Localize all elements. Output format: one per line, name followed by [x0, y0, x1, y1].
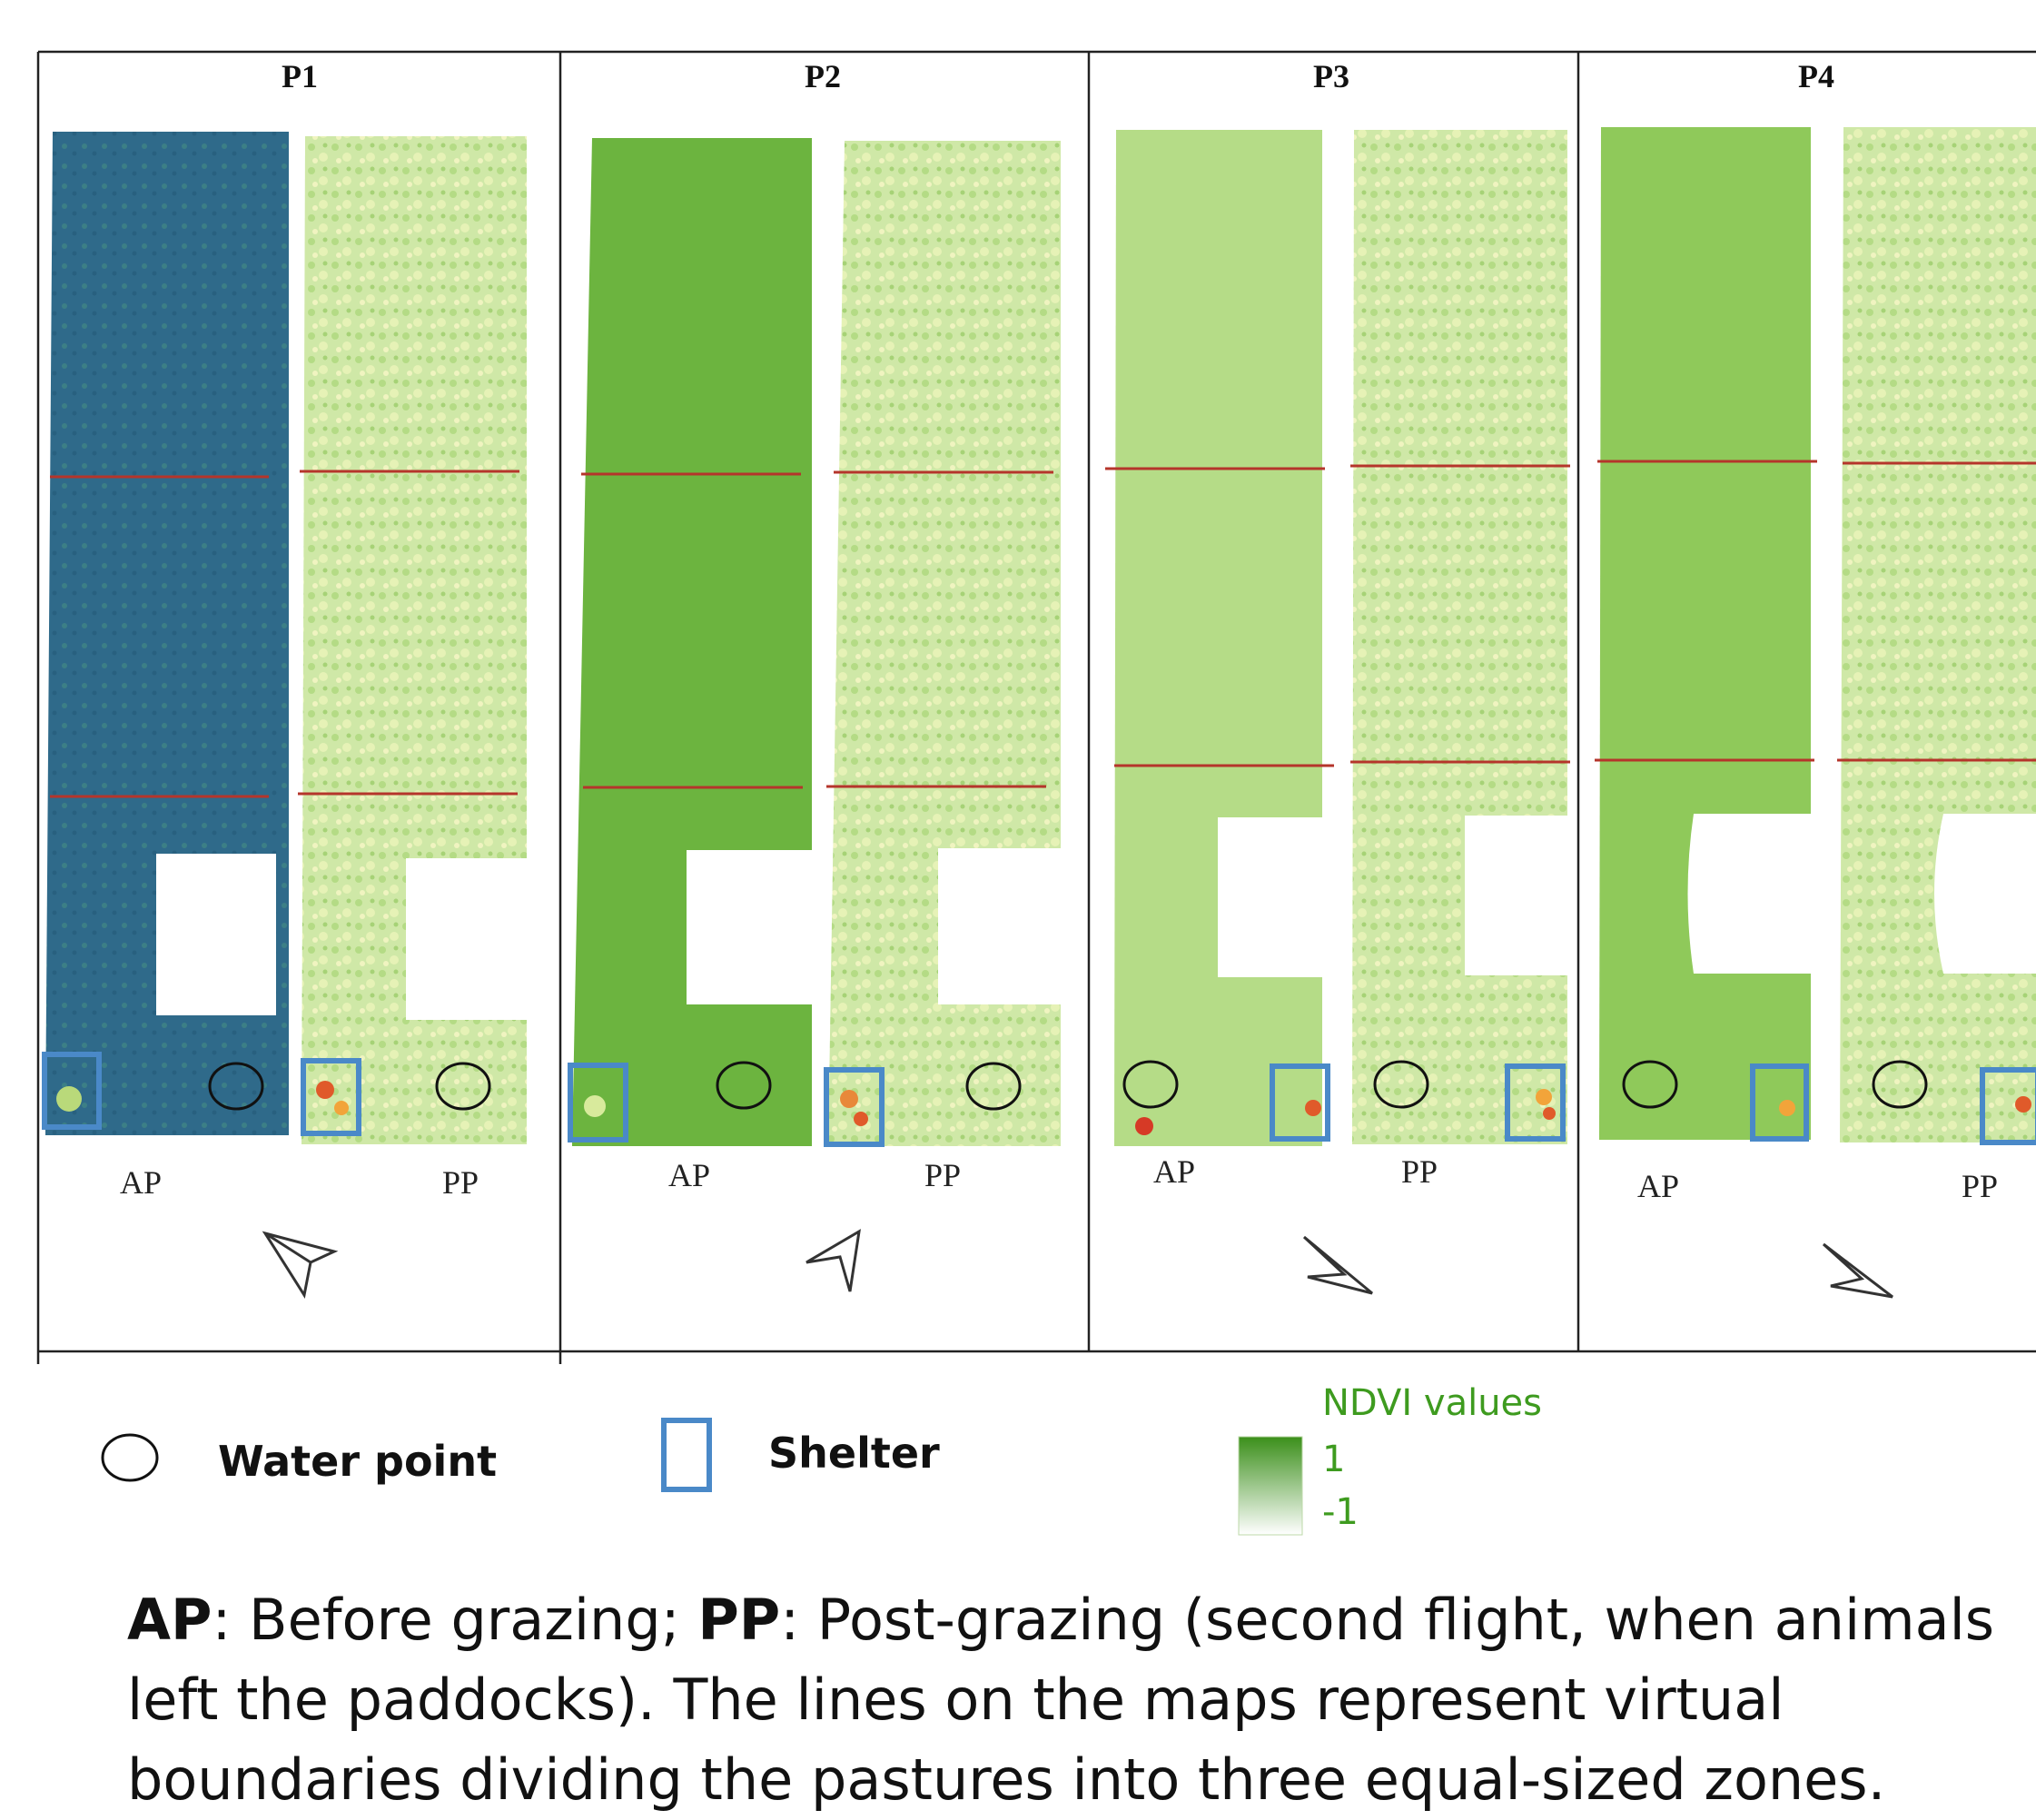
water-point-icon — [1622, 1060, 1678, 1109]
excluded-area — [1465, 816, 1572, 975]
map-label-pp: PP — [442, 1164, 479, 1201]
excluded-area — [1934, 814, 2036, 974]
caption-pp-text: : Post-grazing (second flight, when anim… — [127, 1587, 1995, 1813]
panel-frame — [36, 50, 2036, 1364]
excluded-area — [406, 858, 530, 1020]
water-point-legend-icon — [101, 1433, 159, 1482]
ndvi-map-p4-ap — [1599, 127, 1811, 1140]
excluded-area — [1687, 814, 1814, 974]
map-label-pp: PP — [924, 1157, 961, 1193]
shelter-icon — [824, 1067, 885, 1147]
excluded-area — [1218, 817, 1338, 977]
legend-water-point-label: Water point — [218, 1437, 497, 1486]
panel-title-p1: P1 — [282, 58, 318, 94]
water-point-icon — [208, 1062, 264, 1111]
shelter-icon — [1505, 1063, 1566, 1142]
shelter-icon — [42, 1052, 102, 1130]
map-label-ap: AP — [1153, 1153, 1195, 1190]
ndvi-map-p4-pp — [1840, 127, 2036, 1142]
panel-title-p3: P3 — [1313, 58, 1349, 94]
shelter-icon — [568, 1063, 628, 1142]
north-arrow-icon — [262, 1231, 339, 1299]
caption-pp-term: PP — [697, 1587, 781, 1653]
water-point-icon — [965, 1062, 1022, 1111]
north-arrow-icon — [1822, 1242, 1893, 1299]
water-point-icon — [716, 1061, 772, 1110]
water-point-icon — [1122, 1060, 1179, 1109]
caption-ap-term: AP — [127, 1587, 212, 1653]
excluded-area — [156, 854, 276, 1015]
map-label-pp: PP — [1962, 1168, 1998, 1204]
water-point-icon — [435, 1062, 491, 1111]
ndvi-gradient-bar — [1238, 1436, 1303, 1536]
ndvi-max-label: 1 — [1322, 1439, 1345, 1480]
ndvi-map-p3-ap — [1114, 130, 1322, 1146]
ndvi-legend-title: NDVI values — [1322, 1382, 1542, 1424]
excluded-area — [687, 850, 815, 1004]
shelter-icon — [301, 1058, 361, 1136]
map-label-pp: PP — [1401, 1153, 1438, 1190]
map-label-ap: AP — [120, 1164, 162, 1201]
figure-caption: AP: Before grazing; PP: Post-grazing (se… — [127, 1580, 2016, 1820]
ndvi-min-label: -1 — [1322, 1491, 1359, 1533]
excluded-area — [938, 848, 1064, 1004]
shelter-icon — [1750, 1063, 1809, 1142]
legend-shelter-label: Shelter — [768, 1429, 940, 1478]
map-label-ap: AP — [668, 1157, 710, 1193]
panel-title-p2: P2 — [805, 58, 841, 94]
caption-ap-text: : Before grazing; — [212, 1587, 698, 1653]
map-label-ap: AP — [1637, 1168, 1679, 1204]
water-point-icon — [1872, 1060, 1928, 1109]
shelter-legend-icon — [661, 1418, 712, 1492]
ndvi-map-p3-pp — [1352, 130, 1567, 1144]
shelter-icon — [1270, 1063, 1330, 1142]
water-point-icon — [1373, 1060, 1429, 1109]
north-arrow-icon — [806, 1229, 861, 1292]
north-arrow-icon — [1302, 1235, 1373, 1295]
panel-title-p4: P4 — [1798, 58, 1834, 94]
shelter-icon — [1980, 1067, 2036, 1145]
